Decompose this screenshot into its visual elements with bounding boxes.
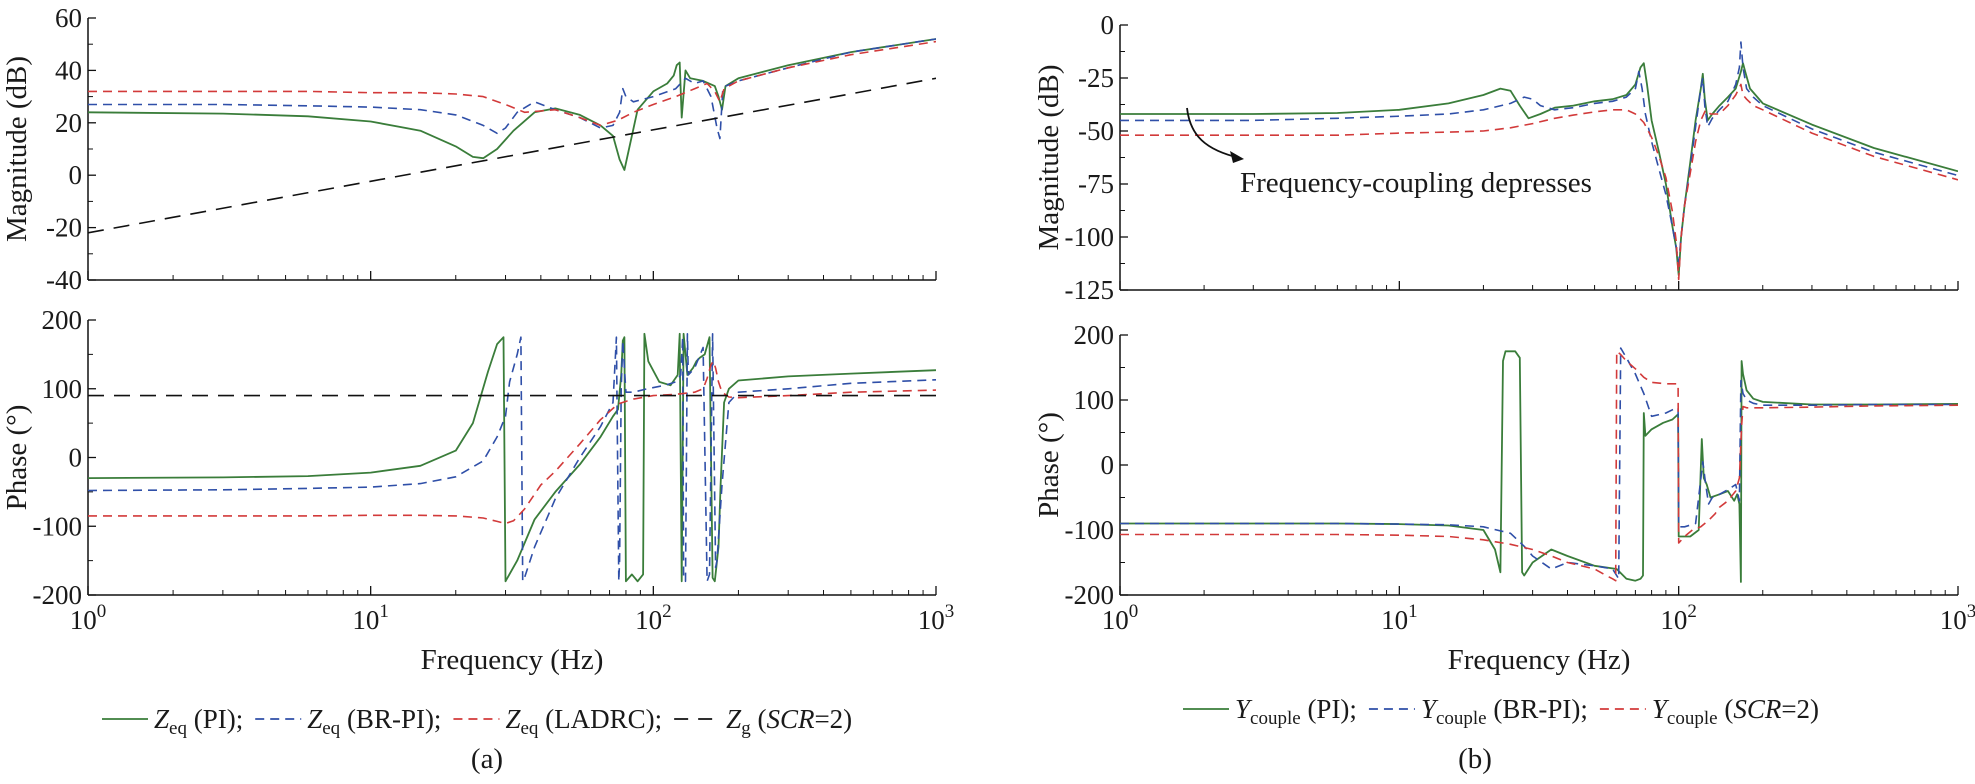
x-tick-label: 101 (1381, 601, 1418, 635)
y-tick-label: -100 (33, 511, 83, 541)
y-tick-label: 200 (42, 305, 83, 335)
y-tick-label: -50 (1078, 116, 1114, 146)
y-tick-label: -200 (33, 580, 83, 610)
x-tick-label: 103 (918, 601, 955, 635)
x-tick-label: 101 (352, 601, 389, 635)
y-tick-label: -100 (1065, 515, 1115, 545)
series-line-ladrc (1120, 350, 1958, 582)
y-tick-label: 0 (69, 160, 83, 190)
legend-label-br_pi: Ycouple (BR-PI); (1421, 694, 1588, 729)
series-line-ladrc (1120, 83, 1958, 281)
x-axis-title: Frequency (Hz) (1448, 644, 1631, 676)
coupling-annotation: Frequency-coupling depresses (1186, 107, 1592, 199)
series-line-pi (1120, 350, 1958, 583)
panel-a-phase-plot: 200 100 0 -100 -200 Phase (°) 100 101 102 103 Freq… (1, 305, 954, 676)
y-tick-label: -20 (46, 213, 82, 243)
y-tick-label: 60 (55, 3, 82, 33)
series-line-grid_ref (88, 77, 936, 234)
annotation-arrowhead (1230, 151, 1244, 163)
x-tick-label: 102 (1660, 601, 1697, 635)
y-tick-label: 20 (55, 108, 82, 138)
caption-b: (b) (1458, 743, 1492, 775)
y-tick-label: -75 (1078, 169, 1114, 199)
panel-a-magnitude-plot: 60 40 20 0 -20 -40 Magnitude (dB) (1, 3, 937, 295)
series-line-br_pi (88, 38, 936, 140)
series-line-br_pi (88, 332, 936, 583)
y-tick-label: 100 (42, 374, 83, 404)
y-tick-label: 200 (1074, 320, 1115, 350)
y-tick-label: 40 (55, 55, 82, 85)
y-axis-title: Phase (°) (1, 405, 33, 511)
y-axis-title: Magnitude (dB) (1033, 64, 1065, 250)
y-axis-title: Phase (°) (1033, 412, 1065, 518)
y-tick-label: -100 (1065, 222, 1115, 252)
y-axis-title: Magnitude (dB) (1, 56, 33, 242)
legend-panel-a: Zeq (PI); Zeq (BR-PI); Zeq (LADRC); Zg (SCR… (102, 704, 852, 739)
legend-panel-b: Ycouple (PI); Ycouple (BR-PI); Ycouple (SC… (1183, 694, 1819, 729)
y-tick-label: 100 (1074, 385, 1115, 415)
series-line-br_pi (1120, 41, 1958, 264)
y-tick-label: -125 (1065, 275, 1115, 305)
y-tick-label: 0 (69, 443, 83, 473)
series-line-pi (88, 332, 936, 583)
legend-label-grid_ref: Zg (SCR=2) (726, 704, 852, 739)
y-tick-label: -200 (1065, 580, 1115, 610)
legend-label-pi: Ycouple (PI); (1235, 694, 1357, 729)
legend-label-ladrc: Ycouple (SCR=2) (1652, 694, 1819, 729)
legend-label-pi: Zeq (PI); (154, 704, 243, 739)
y-tick-label: 0 (1101, 450, 1115, 480)
x-axis-title: Frequency (Hz) (421, 644, 604, 676)
annotation-text: Frequency-coupling depresses (1240, 167, 1592, 199)
panel-b-phase-plot: 200 100 0 -100 -200 Phase (°) 100 101 102 103 Freq… (1033, 320, 1975, 676)
series-line-ladrc (88, 360, 936, 525)
legend-label-br_pi: Zeq (BR-PI); (307, 704, 441, 739)
series-line-pi (1120, 62, 1958, 277)
y-tick-label: -40 (46, 265, 82, 295)
caption-a: (a) (471, 743, 503, 775)
series-line-br_pi (1120, 347, 1958, 580)
annotation-arrow (1186, 107, 1241, 159)
y-tick-label: -25 (1078, 63, 1114, 93)
x-tick-label: 100 (1102, 601, 1139, 635)
x-tick-label: 103 (1940, 601, 1975, 635)
legend-label-ladrc: Zeq (LADRC); (505, 704, 662, 739)
x-tick-label: 100 (70, 601, 107, 635)
x-tick-label: 102 (635, 601, 672, 635)
y-tick-label: 0 (1101, 10, 1115, 40)
